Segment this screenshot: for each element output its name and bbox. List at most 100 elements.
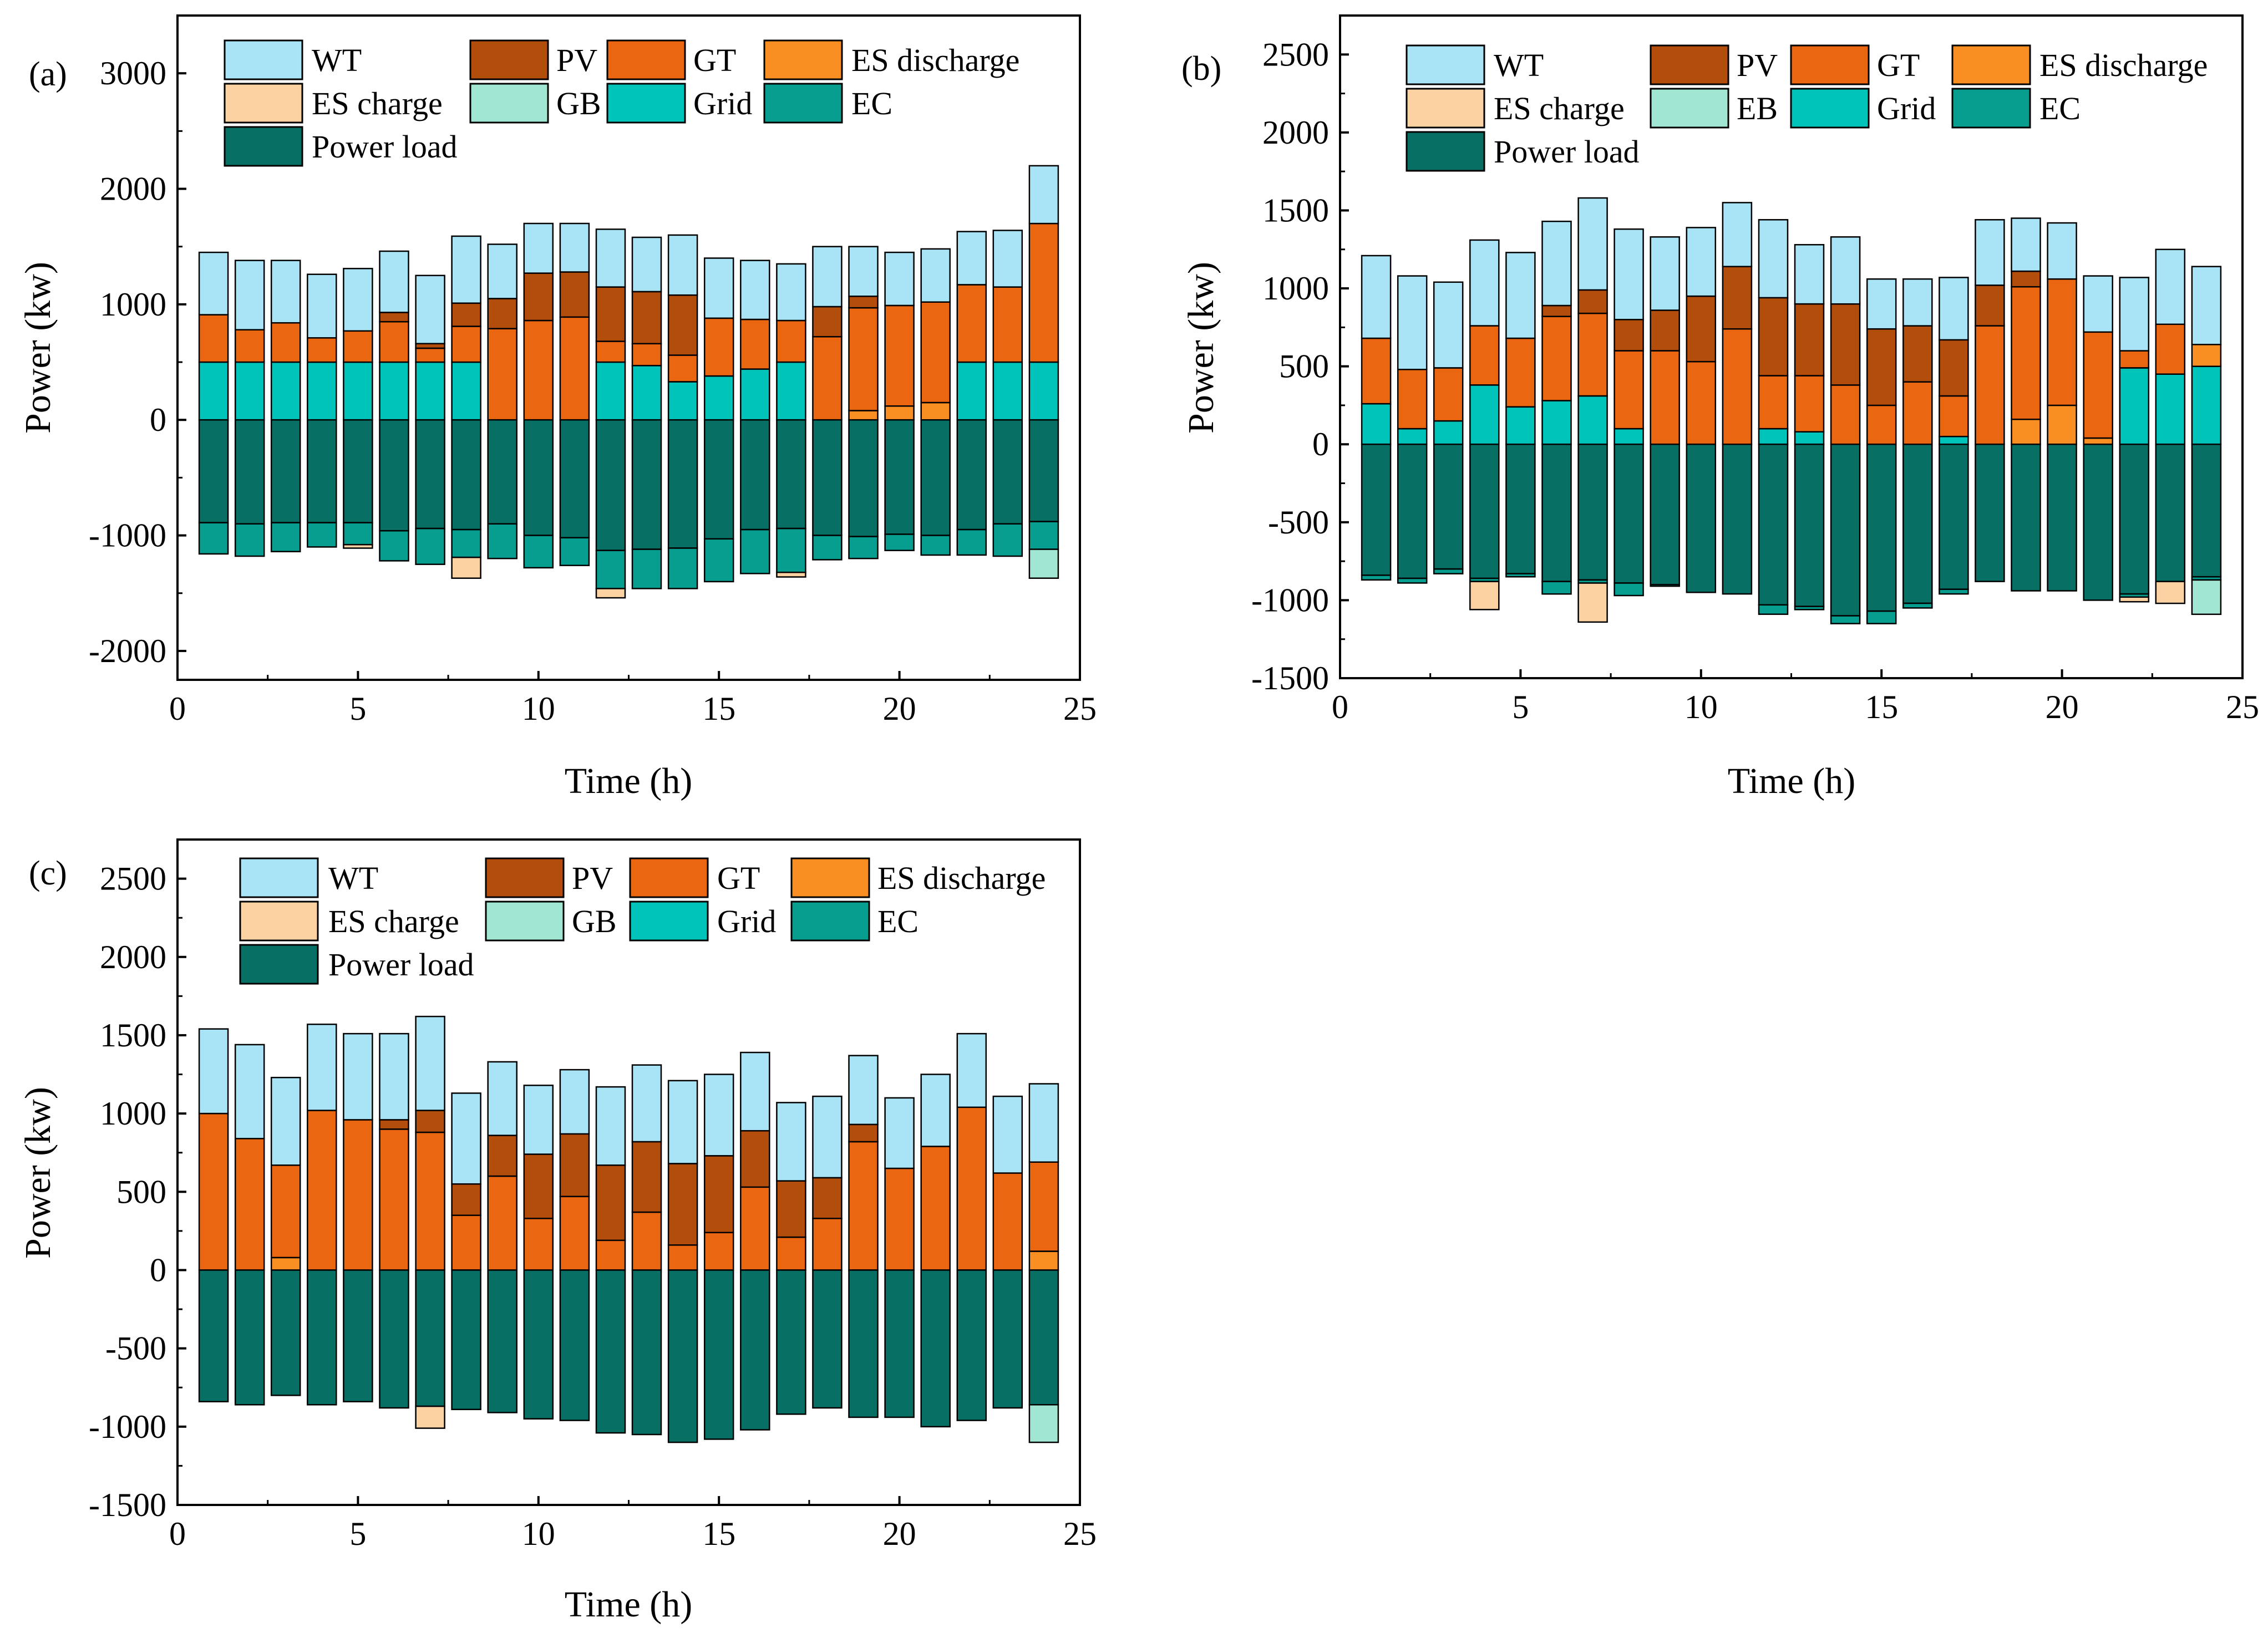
axis-ticks: 0 5 10 15 20 25 -2000 -1000 0 1000 2000 3000 (89, 14, 1097, 727)
bar-segment-ec (992, 523, 1023, 557)
bar-segment-power-load (1541, 443, 1572, 582)
bar-segment-wt (1686, 227, 1717, 297)
bar-segment-gt (1794, 375, 1825, 433)
bar-segment-grid (1433, 420, 1464, 445)
bar-segment-ec (1939, 588, 1969, 595)
bar-segment-power-load (848, 1269, 879, 1418)
legend-entry: WT (239, 857, 378, 898)
bar-segment-es-charge (2119, 596, 2150, 603)
bar-segment-grid (631, 365, 662, 421)
bar-segment-wt (2119, 277, 2150, 352)
legend-label: PV (1737, 47, 1778, 83)
bar-segment-wt (595, 228, 626, 288)
bar-segment-wt (343, 1032, 373, 1121)
bar-segment-grid (776, 361, 806, 421)
bar-segment-gt (1650, 350, 1680, 445)
bar-segment-gt (198, 314, 229, 363)
y-tick-label: 1000 (1262, 270, 1329, 307)
bar-segment-es-discharge (2011, 418, 2041, 445)
bar-segment-gt (2083, 331, 2113, 439)
bar-segment-gt (667, 354, 698, 383)
bar-segment-grid (992, 361, 1023, 421)
bar-segment-pv (595, 1164, 626, 1242)
bar-segment-wt (920, 248, 951, 303)
bar-segment-wt (884, 251, 915, 307)
legend-entry: EC (763, 83, 892, 124)
y-tick-label: -500 (1268, 504, 1329, 541)
bar-segment-es-charge (415, 1405, 445, 1429)
y-tick-label: 2500 (1262, 36, 1329, 73)
panel-label: (b) (1181, 50, 1221, 88)
y-tick-label: 0 (150, 1252, 166, 1288)
legend-label: GB (556, 85, 601, 121)
bar-segment-gt (234, 329, 265, 363)
bar-segment-gt (307, 337, 337, 363)
x-tick-label: 0 (169, 1515, 186, 1552)
bar-segment-gb (1028, 548, 1059, 579)
panel-c: 0 5 10 15 20 25 -1500 -1000 -500 0 500 1000 1500 2000… (18, 838, 1097, 1625)
bar-segment-gt (1541, 316, 1572, 401)
legend: WT PV GT ES discharge ES charge GB (224, 39, 1019, 167)
bar-segment-gt (451, 325, 481, 363)
y-tick-label: 500 (1279, 348, 1329, 385)
bar-segment-power-load (270, 419, 301, 523)
bar-segment-wt (2047, 222, 2077, 280)
bar-segment-wt (270, 260, 301, 324)
bar-segment-power-load (198, 1269, 229, 1402)
bar-segment-wt (1577, 197, 1608, 291)
bar-segment-wt (523, 1085, 554, 1155)
y-tick-label: 2500 (100, 861, 166, 897)
bar-segment-gt (1686, 360, 1717, 445)
x-tick-label: 25 (2226, 689, 2259, 725)
bar-segment-gt (631, 1211, 662, 1271)
bar-segment-pv (1577, 289, 1608, 314)
legend-entry: ES discharge (1951, 44, 2208, 85)
bar-segment-ec (1902, 602, 1933, 609)
legend-swatch-pv (1650, 44, 1729, 85)
bar-segment-pv (1758, 297, 1789, 377)
bar-segment-gt (2155, 323, 2186, 375)
bar-segment-wt (1433, 281, 1464, 369)
bar-segment-power-load (920, 1269, 951, 1428)
bar-segment-wt (198, 251, 229, 316)
bar-segment-es-charge (343, 543, 373, 549)
panel-b: 0 5 10 15 20 25 -1500 -1000 -500 0 500 1000 1500 2000… (1181, 14, 2259, 801)
bar-segment-power-load (1975, 443, 2005, 582)
y-tick-label: 2000 (100, 171, 166, 207)
bar-segment-gt (2011, 286, 2041, 420)
legend-entry: EC (790, 901, 919, 942)
bar-segment-power-load (270, 1269, 301, 1396)
bar-segment-pv (451, 1183, 481, 1216)
legend-label: ES charge (1494, 90, 1625, 126)
bar-segment-power-load (343, 1269, 373, 1402)
bar-segment-gt (270, 322, 301, 363)
bar-segment-ec (1758, 604, 1789, 615)
bar-segment-wt (1028, 165, 1059, 225)
bar-segment-gb (1028, 1404, 1059, 1443)
legend-swatch-wt (239, 857, 319, 898)
legend-entry: Power load (1406, 131, 1640, 172)
legend-entry: Grid (629, 901, 776, 942)
bar-segment-ec (884, 533, 915, 551)
bar-segment-pv (1614, 319, 1644, 352)
bar-segment-ec (1028, 521, 1059, 550)
bar-segment-gt (270, 1164, 301, 1259)
bar-segment-power-load (379, 1269, 409, 1409)
bar-segment-gt (234, 1138, 265, 1271)
legend-entry: ES charge (224, 83, 443, 124)
bar-segment-grid (451, 361, 481, 421)
bar-segment-wt (1794, 244, 1825, 305)
legend-label: PV (572, 860, 613, 896)
legend-swatch-ec (763, 83, 843, 124)
bar-segment-wt (487, 243, 517, 299)
bar-segment-ec (1433, 568, 1464, 574)
bar-segment-power-load (776, 419, 806, 530)
bar-segment-power-load (1902, 443, 1933, 604)
bar-segment-power-load (415, 419, 445, 530)
bar-segment-pv (1686, 295, 1717, 363)
bar-segment-gt (1028, 1161, 1059, 1252)
bars-group (1361, 197, 2222, 624)
bar-segment-gt (920, 1146, 951, 1271)
bar-segment-grid (2119, 367, 2150, 445)
bar-segment-eb (2191, 579, 2222, 616)
